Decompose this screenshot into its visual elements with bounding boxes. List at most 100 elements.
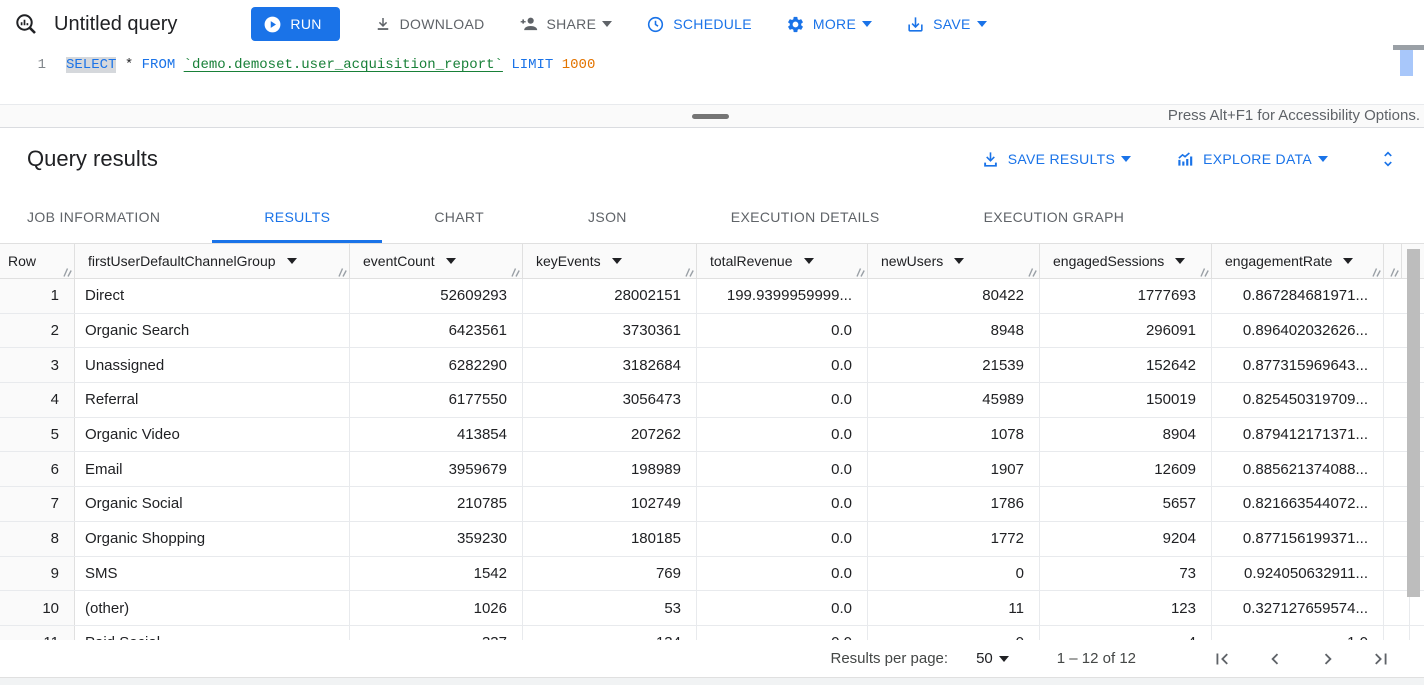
table-cell: 134 [523,625,697,640]
save-results-button[interactable]: SAVE RESULTS [981,150,1132,169]
column-resize-handle[interactable] [1390,267,1399,277]
more-button[interactable]: MORE [786,15,873,34]
column-menu-caret-icon[interactable] [1343,258,1354,264]
tab-json[interactable]: JSON [588,208,627,225]
table-cell: 1026 [350,591,523,625]
table-cell: 0.879412171371... [1212,417,1384,452]
column-resize-handle[interactable] [1200,267,1209,277]
column-menu-caret-icon[interactable] [803,258,814,264]
table-cell: Direct [75,279,350,313]
sql-table-reference-link[interactable]: `demo.demoset.user_acquisition_report` [183,57,503,73]
column-resize-handle[interactable] [856,267,865,277]
table-row: 11Paid Social3371340.0041.0 [0,625,1424,640]
sql-code-line[interactable]: SELECT * FROM `demo.demoset.user_acquisi… [66,57,595,104]
row-number-cell: 6 [0,452,75,487]
table-row: 10 (other) 1026 53 0.0 11 123 0.327127659574... [0,591,1424,626]
column-header-row[interactable]: Row [0,244,75,278]
download-label: DOWNLOAD [399,16,485,32]
person-add-icon [519,14,539,34]
column-header-engagedSessions[interactable]: engagedSessions [1040,244,1212,278]
table-cell: Organic Social [75,487,350,521]
table-cell: 80422 [868,279,1040,313]
clock-icon [646,15,665,34]
column-header-totalRevenue[interactable]: totalRevenue [697,244,868,278]
run-button[interactable]: RUN [251,7,340,41]
column-menu-caret-icon[interactable] [954,258,965,264]
share-label: SHARE [546,16,597,32]
save-button[interactable]: SAVE [906,15,987,34]
table-row: 6 Email 3959679 198989 0.0 1907 12609 0.8856213… [0,452,1424,488]
table-cell: 198989 [523,452,697,487]
column-resize-handle[interactable] [338,267,347,277]
table-scrollbar-thumb[interactable] [1407,249,1420,597]
table-cell: 413854 [350,417,523,452]
table-cell: 0.0 [697,383,868,417]
previous-page-button[interactable] [1264,648,1286,670]
download-button[interactable]: DOWNLOAD [374,15,485,33]
share-button[interactable]: SHARE [519,14,613,34]
column-header-eventCount[interactable]: eventCount [350,244,523,278]
column-header-engagementRate[interactable]: engagementRate [1212,244,1384,278]
column-menu-caret-icon[interactable] [611,258,622,264]
query-editor-toolbar: Untitled query RUN DOWNLOAD SHARE SCHEDU… [0,0,1424,48]
sql-star: * [116,57,142,73]
column-resize-handle[interactable] [1028,267,1037,277]
results-table: Row firstUserDefaultChannelGroup eventCoun… [0,243,1424,640]
save-results-label: SAVE RESULTS [1007,151,1116,167]
editor-scrollbar-thumb[interactable] [1400,50,1413,76]
column-menu-caret-icon[interactable] [1175,258,1186,264]
column-menu-caret-icon[interactable] [286,258,297,264]
table-cell: 8948 [868,313,1040,348]
page-range-text: 1 – 12 of 12 [1056,650,1136,667]
column-header-newUsers[interactable]: newUsers [868,244,1040,278]
table-cell: 3182684 [523,348,697,383]
column-resize-handle[interactable] [511,267,520,277]
gear-icon [786,15,805,34]
column-header-label: keyEvents [536,253,601,269]
explore-data-button[interactable]: EXPLORE DATA [1175,149,1328,169]
schedule-button[interactable]: SCHEDULE [646,15,752,34]
table-cell: 0.0 [697,348,868,383]
table-cell: 11 [868,591,1040,625]
table-cell: 28002151 [523,279,697,313]
table-cell: 0.0 [697,556,868,591]
tab-results[interactable]: RESULTS [212,190,382,243]
table-cell: 0.877156199371... [1212,521,1384,556]
chevron-down-icon [862,21,873,27]
column-resize-handle[interactable] [63,267,72,277]
results-per-page-label: Results per page: [830,650,949,667]
sql-keyword-from: FROM [141,57,176,73]
chevron-down-icon [998,655,1009,662]
results-tabs: JOB INFORMATION RESULTS CHART JSON EXECUTION… [0,190,1424,243]
row-number-cell: 10 [0,591,75,625]
first-page-button[interactable] [1211,648,1233,670]
tab-job-information[interactable]: JOB INFORMATION [27,208,161,225]
expand-collapse-button[interactable] [1378,149,1398,169]
table-cell: 8904 [1040,417,1212,452]
column-menu-caret-icon[interactable] [445,258,456,264]
column-header-label: newUsers [881,253,944,269]
column-header-label: firstUserDefaultChannelGroup [88,253,276,269]
panel-drag-handle[interactable] [692,114,729,119]
column-header-label: Row [8,253,37,269]
last-page-button[interactable] [1370,648,1392,670]
table-cell: 180185 [523,521,697,556]
column-header-firstUserDefaultChannelGroup[interactable]: firstUserDefaultChannelGroup [75,244,350,278]
tab-execution-graph[interactable]: EXECUTION GRAPH [983,208,1125,225]
page-size-select[interactable]: 50 [976,650,1009,667]
query-title: Untitled query [54,12,178,35]
tab-execution-details[interactable]: EXECUTION DETAILS [730,208,880,225]
play-circle-icon [263,15,282,34]
column-header-keyEvents[interactable]: keyEvents [523,244,697,278]
table-cell: 123 [1040,591,1212,625]
page-size-value: 50 [976,650,993,667]
next-page-button[interactable] [1317,648,1339,670]
table-cell: Organic Search [75,313,350,348]
table-row: 3 Unassigned 6282290 3182684 0.0 21539 152642 0… [0,348,1424,384]
table-cell: 6177550 [350,383,523,417]
column-resize-handle[interactable] [1372,267,1381,277]
column-resize-handle[interactable] [685,267,694,277]
sql-editor[interactable]: 1 SELECT * FROM `demo.demoset.user_acqui… [0,45,1424,104]
tab-chart[interactable]: CHART [434,208,485,225]
row-number-cell: 9 [0,556,75,591]
